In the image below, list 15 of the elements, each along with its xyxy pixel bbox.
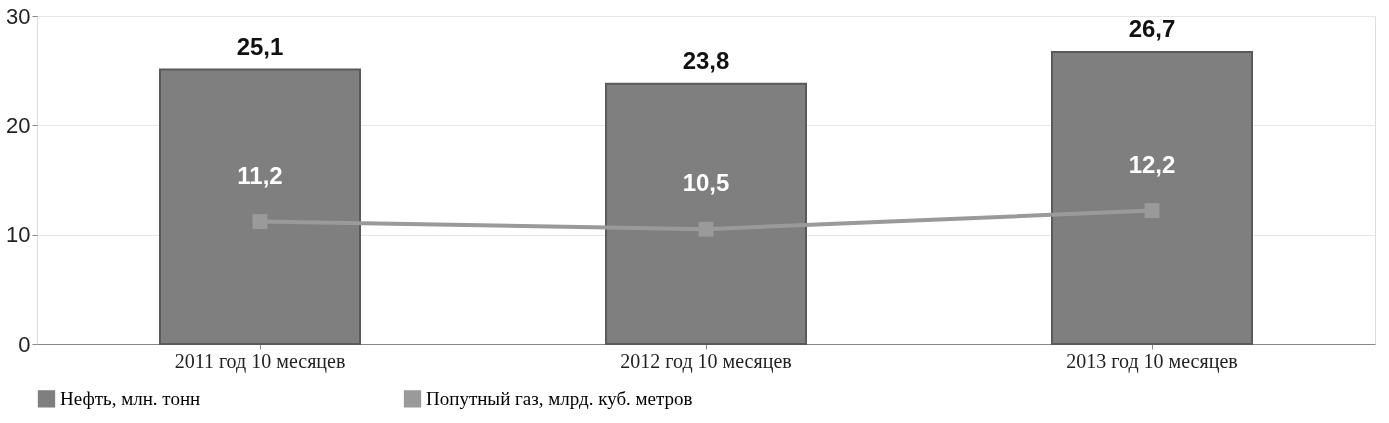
- y-tick-label: 0: [18, 331, 31, 357]
- legend-label: Попутный газ, млрд. куб. метров: [426, 387, 693, 409]
- data-label: 26,7: [1128, 15, 1176, 43]
- x-tick-label: 2011 год 10 месяцев: [174, 349, 346, 373]
- data-label: 11,2: [237, 161, 283, 189]
- y-tick-label: 20: [6, 112, 31, 138]
- y-tick-label: 30: [6, 3, 31, 29]
- data-label: 12,2: [1128, 150, 1176, 178]
- legend-label: Нефть, млн. тонн: [60, 387, 201, 409]
- data-label: 10,5: [682, 169, 730, 197]
- data-label: 25,1: [236, 32, 284, 60]
- y-tick-label: 10: [6, 222, 31, 248]
- x-tick-label: 2012 год 10 месяцев: [620, 349, 792, 373]
- x-tick-label: 2013 год 10 месяцев: [1066, 349, 1238, 373]
- data-label: 23,8: [682, 46, 730, 74]
